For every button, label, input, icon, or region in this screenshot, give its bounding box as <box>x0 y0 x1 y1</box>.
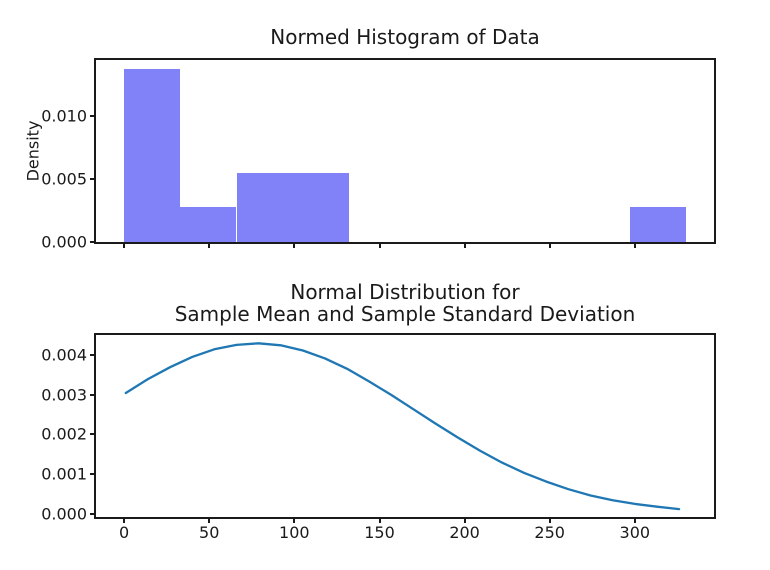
x-tick-mark <box>548 517 551 523</box>
y-tick-mark <box>90 393 96 396</box>
x-tick-mark <box>633 242 636 248</box>
y-tick-label: 0.002 <box>41 424 87 444</box>
histogram-bar <box>124 68 181 242</box>
y-tick-mark <box>90 433 96 436</box>
histogram-title: Normed Histogram of Data <box>270 25 540 49</box>
y-tick-label: 0.003 <box>41 385 87 405</box>
x-tick-label: 300 <box>619 523 651 542</box>
histogram-ylabel: Density <box>23 120 43 182</box>
y-tick-label: 0.000 <box>41 504 87 524</box>
x-tick-mark <box>123 517 126 523</box>
y-tick-label: 0.000 <box>41 232 87 252</box>
histogram-bar <box>180 207 237 242</box>
x-tick-mark <box>463 517 466 523</box>
x-tick-mark <box>293 242 296 248</box>
x-tick-label: 50 <box>199 523 220 542</box>
x-tick-mark <box>378 242 381 248</box>
normal-pdf-line <box>124 342 681 511</box>
histogram-bar <box>629 207 686 242</box>
y-tick-mark <box>90 115 96 118</box>
y-tick-label: 0.004 <box>41 345 87 365</box>
y-tick-label: 0.005 <box>41 169 87 189</box>
x-tick-mark <box>633 517 636 523</box>
histogram-bar <box>292 172 349 242</box>
x-tick-label: 200 <box>449 523 480 542</box>
x-tick-mark <box>208 242 211 248</box>
x-tick-mark <box>123 242 126 248</box>
normal-curve-title-line1: Normal Distribution for <box>290 280 520 304</box>
normal-curve-axes: 0 50 100 150 200 250 300 0.000 0.001 0.002 0.003 0.… <box>41 333 716 542</box>
x-tick-label: 250 <box>534 523 565 542</box>
normal-curve-title: Normal Distribution for Sample Mean and … <box>94 281 716 325</box>
y-tick-mark <box>90 512 96 515</box>
y-tick-label: 0.001 <box>41 464 87 484</box>
x-tick-mark <box>548 242 551 248</box>
y-tick-mark <box>90 241 96 243</box>
x-tick-label: 100 <box>279 523 310 542</box>
x-tick-label: 150 <box>364 523 395 542</box>
normal-curve-title-line2: Sample Mean and Sample Standard Deviatio… <box>174 302 636 326</box>
y-tick-mark <box>90 353 96 356</box>
histogram-bar <box>236 172 293 242</box>
x-tick-mark <box>378 517 381 523</box>
x-tick-mark <box>208 517 211 523</box>
curve-canvas <box>124 342 681 511</box>
x-tick-label: 0 <box>119 523 130 542</box>
x-tick-mark <box>463 242 466 248</box>
histogram-axes: 0.000 0.005 0.010 <box>41 58 716 252</box>
x-tick-mark <box>293 517 296 523</box>
y-tick-label: 0.010 <box>41 106 87 126</box>
y-tick-mark <box>90 473 96 476</box>
y-tick-mark <box>90 178 96 181</box>
